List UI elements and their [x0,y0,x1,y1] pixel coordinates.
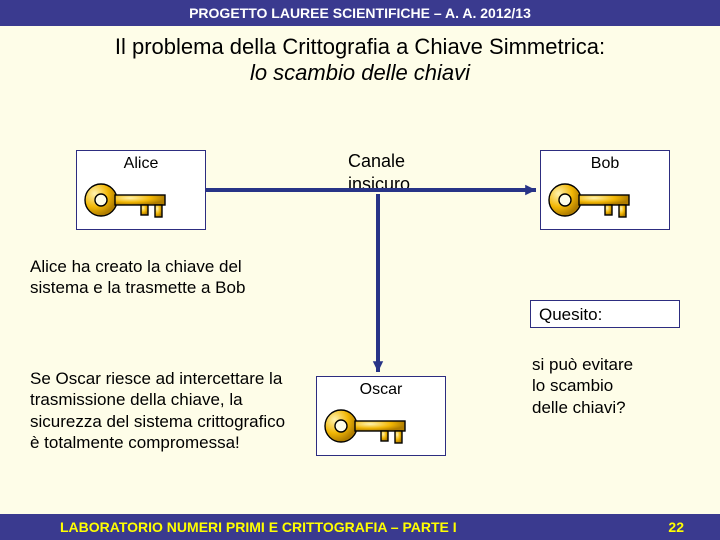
key-icon [545,178,637,227]
arrow-channel-to-oscar [366,182,390,384]
footer-left: LABORATORIO NUMERI PRIMI E CRITTOGRAFIA … [60,519,457,535]
footer-bar: LABORATORIO NUMERI PRIMI E CRITTOGRAFIA … [0,514,720,540]
oscar-box: Oscar [316,376,446,456]
header-bar: PROGETTO LAUREE SCIENTIFICHE – A. A. 201… [0,0,720,26]
title-line-1: Il problema della Crittografia a Chiave … [20,34,700,60]
header-text: PROGETTO LAUREE SCIENTIFICHE – A. A. 201… [189,5,531,21]
title-area: Il problema della Crittografia a Chiave … [0,26,720,92]
quesito-text: si può evitare lo scambio delle chiavi? [532,354,633,418]
key-icon [81,178,173,227]
quesito-label: Quesito: [539,305,602,324]
quesito-box: Quesito: [530,300,680,328]
page-number: 22 [668,519,684,535]
alice-label: Alice [85,155,197,173]
alice-caption: Alice ha creato la chiave del sistema e … [30,256,245,299]
title-line-2: lo scambio delle chiavi [20,60,700,86]
bob-box: Bob [540,150,670,230]
oscar-caption: Se Oscar riesce ad intercettare la trasm… [30,368,285,453]
key-icon [321,404,413,453]
alice-box: Alice [76,150,206,230]
bob-label: Bob [549,155,661,173]
